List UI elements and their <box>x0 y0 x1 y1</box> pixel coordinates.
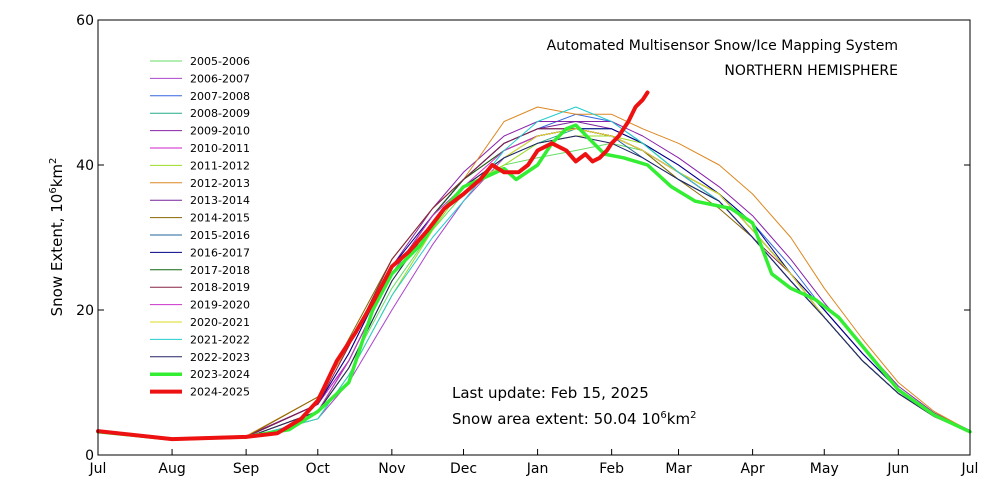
legend-label-2017-2018: 2017-2018 <box>190 264 250 277</box>
snow-area-annotation: Snow area extent: 50.04 106km2 <box>452 410 696 428</box>
y-axis-title: Snow Extent, 106km2 <box>48 158 66 317</box>
x-tick-label: Dec <box>450 461 477 477</box>
legend-label-2014-2015: 2014-2015 <box>190 212 250 225</box>
legend-label-2022-2023: 2022-2023 <box>190 351 250 364</box>
x-tick-label: Nov <box>378 461 405 477</box>
x-tick-label: Sep <box>233 461 260 477</box>
x-tick-label: Apr <box>740 461 764 477</box>
series-line-2022-2023 <box>97 135 971 441</box>
x-tick-label: Feb <box>599 461 624 477</box>
chart-subtitle: NORTHERN HEMISPHERE <box>724 63 898 79</box>
y-tick-label: 60 <box>76 13 94 29</box>
x-tick-label: Jan <box>526 461 549 477</box>
legend-label-2010-2011: 2010-2011 <box>190 142 250 155</box>
legend-label-2023-2024: 2023-2024 <box>190 368 250 381</box>
y-tick-label: 0 <box>85 448 94 464</box>
x-tick-label: Jul <box>961 461 979 477</box>
legend-label-2024-2025: 2024-2025 <box>190 386 250 399</box>
legend-label-2006-2007: 2006-2007 <box>190 72 250 85</box>
x-tick-label: Mar <box>665 461 692 477</box>
x-axis: Jul Aug Sep Oct Nov Dec Jan Feb Mar Apr May Jun Jul <box>89 449 979 477</box>
legend-label-2015-2016: 2015-2016 <box>190 229 250 242</box>
legend-label-2016-2017: 2016-2017 <box>190 246 250 259</box>
legend-label-2009-2010: 2009-2010 <box>190 125 250 138</box>
y-tick-label: 20 <box>76 303 94 319</box>
legend-label-2012-2013: 2012-2013 <box>190 177 250 190</box>
legend-label-2007-2008: 2007-2008 <box>190 90 250 103</box>
chart-title: Automated Multisensor Snow/Ice Mapping S… <box>547 38 898 54</box>
plot-frame <box>97 19 971 456</box>
legend-label-2011-2012: 2011-2012 <box>190 159 250 172</box>
legend-label-2008-2009: 2008-2009 <box>190 107 250 120</box>
legend-label-2018-2019: 2018-2019 <box>190 281 250 294</box>
x-tick-label: Jul <box>89 461 107 477</box>
series-line-2016-2017 <box>97 128 971 440</box>
y-axis: 0 20 40 60 <box>76 13 970 464</box>
x-tick-label: Oct <box>306 461 331 477</box>
series-line-2024-2025 <box>96 90 650 442</box>
y-tick-label: 40 <box>76 158 94 174</box>
x-tick-label: Aug <box>158 461 185 477</box>
legend-label-2020-2021: 2020-2021 <box>190 316 250 329</box>
legend-label-2013-2014: 2013-2014 <box>190 194 250 207</box>
legend-label-2005-2006: 2005-2006 <box>190 55 250 68</box>
series-line-2023-2024 <box>96 123 972 441</box>
last-update-annotation: Last update: Feb 15, 2025 <box>452 384 649 402</box>
legend-label-2019-2020: 2019-2020 <box>190 299 250 312</box>
x-tick-label: Jun <box>886 461 909 477</box>
legend: 2005-2006 2006-2007 2007-2008 2008-2009 2009… <box>150 55 250 399</box>
series-layer <box>96 90 972 442</box>
x-tick-label: May <box>810 461 839 477</box>
legend-label-2021-2022: 2021-2022 <box>190 333 250 346</box>
